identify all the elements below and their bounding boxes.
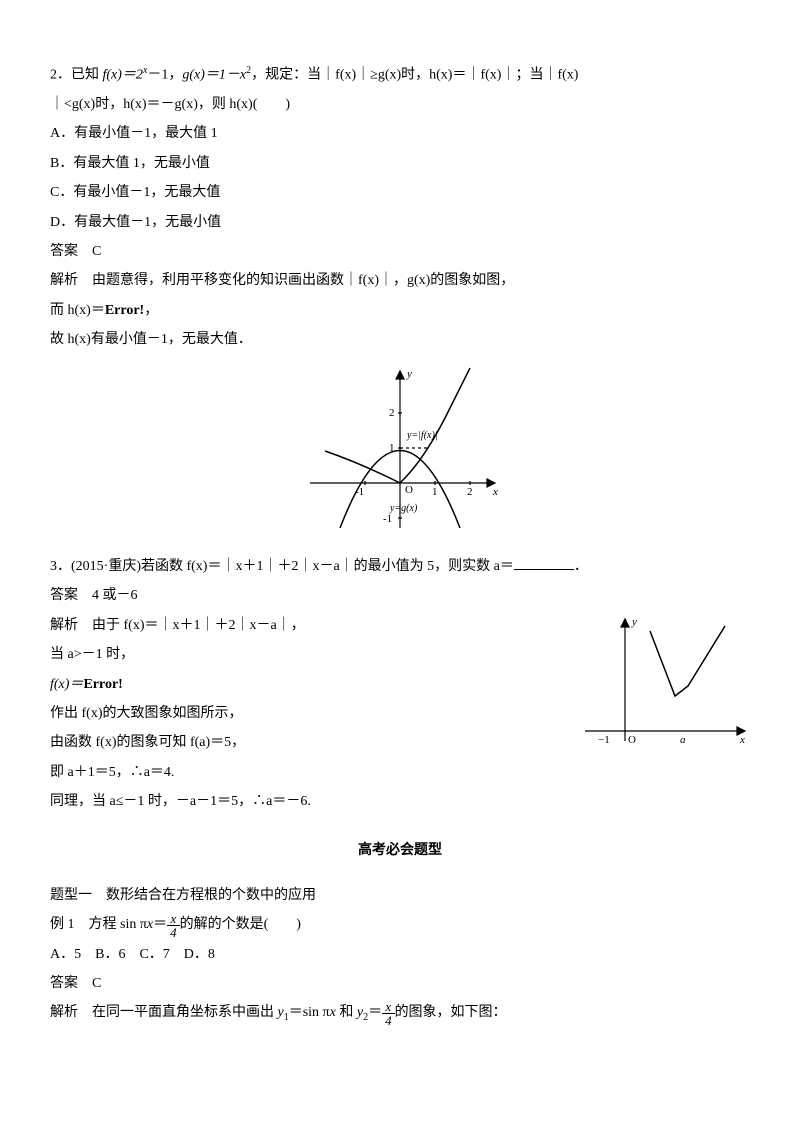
t: ，规定：当｜f(x)｜≥g(x)时，h(x)＝｜f(x)｜；当｜f(x)	[251, 68, 578, 83]
q2-opt-a: A．有最小值－1，最大值 1	[50, 119, 750, 148]
t: ．	[574, 559, 588, 574]
tick: 1	[432, 486, 438, 498]
figure-2: y x O −1 a	[580, 611, 750, 772]
blank-fill	[514, 555, 574, 570]
q3-stem: 3．(2015·重庆)若函数 f(x)＝｜x＋1｜＋2｜x－a｜的最小值为 5，…	[50, 552, 750, 581]
error-text: Error!	[83, 677, 122, 692]
tick: 2	[467, 486, 473, 498]
axis-y-label: y	[631, 616, 637, 628]
origin-label: O	[628, 734, 636, 746]
t: 3．(2015·重庆)若函数 f(x)＝｜x＋1｜＋2｜x－a｜的最小值为 5，…	[50, 559, 514, 574]
q2-answer: 答案 C	[50, 237, 750, 266]
t: 2．已知	[50, 68, 103, 83]
figure-1: y x O 2 1 -1 -1 1 2 y=|f(x)| y=g(x)	[50, 363, 750, 544]
tick: a	[680, 734, 686, 746]
q3-answer: 答案 4 或－6	[50, 581, 750, 610]
q2-opt-b: B．有最大值 1，无最小值	[50, 149, 750, 178]
fraction: x4	[382, 1000, 395, 1027]
error-text: Error!	[105, 303, 144, 318]
q2-explain-3: 故 h(x)有最小值－1，无最大值．	[50, 325, 750, 354]
t: g(x)＝1－x	[182, 68, 246, 83]
curve-label-2: y=g(x)	[389, 503, 418, 514]
t: 例 1 方程 sin π	[50, 917, 147, 932]
fraction: x4	[167, 912, 180, 939]
axis-x-label: x	[739, 734, 745, 746]
t: ＝	[368, 1005, 382, 1020]
tick: -1	[355, 486, 364, 498]
tick: -1	[383, 513, 392, 525]
q2-opt-d: D．有最大值－1，无最小值	[50, 208, 750, 237]
tick: −1	[598, 734, 610, 746]
graph-svg: y x O 2 1 -1 -1 1 2 y=|f(x)| y=g(x)	[295, 363, 505, 533]
origin-label: O	[405, 484, 413, 496]
numerator: x	[382, 1000, 395, 1014]
ex1-explain: 解析 在同一平面直角坐标系中画出 y1＝sin πx 和 y2＝x4的图象，如下…	[50, 998, 750, 1028]
t: ＝sin π	[289, 1005, 330, 1020]
tick: 1	[389, 442, 395, 454]
type1-title: 题型一 数形结合在方程根的个数中的应用	[50, 881, 750, 910]
q2-stem-line2: ｜<g(x)时，h(x)＝－g(x)，则 h(x)( )	[50, 90, 750, 119]
q3-explain-7: 同理，当 a≤－1 时，－a－1＝5，∴a＝－6.	[50, 787, 750, 816]
t: ，	[144, 303, 158, 318]
denominator: 4	[382, 1014, 395, 1027]
q2-stem-line1: 2．已知 f(x)＝2x－1，g(x)＝1－x2，规定：当｜f(x)｜≥g(x)…	[50, 60, 750, 90]
q2-explain-2: 而 h(x)＝Error!，	[50, 296, 750, 325]
axis-y-label: y	[406, 368, 412, 380]
graph-svg-2: y x O −1 a	[580, 611, 750, 761]
q2-opt-c: C．有最小值－1，无最大值	[50, 178, 750, 207]
t: f(x)＝	[50, 677, 83, 692]
ex1-answer: 答案 C	[50, 969, 750, 998]
axis-x-label: x	[492, 486, 498, 498]
t: f(x)＝2	[103, 68, 143, 83]
ex1-stem: 例 1 方程 sin π x＝x4的解的个数是( )	[50, 910, 750, 939]
curve-label-1: y=|f(x)|	[406, 430, 438, 441]
t: －1，	[147, 68, 182, 83]
denominator: 4	[167, 926, 180, 939]
t: 而 h(x)＝	[50, 303, 105, 318]
tick: 2	[389, 407, 395, 419]
numerator: x	[167, 912, 180, 926]
ex1-options: A．5 B．6 C．7 D．8	[50, 940, 750, 969]
t: 的解的个数是( )	[180, 917, 301, 932]
t: ＝	[153, 917, 167, 932]
section-title: 高考必会题型	[50, 836, 750, 865]
t: 和	[336, 1005, 357, 1020]
t: 解析 在同一平面直角坐标系中画出	[50, 1005, 278, 1020]
t: 的图象，如下图：	[395, 1005, 507, 1020]
q2-explain-1: 解析 由题意得，利用平移变化的知识画出函数｜f(x)｜，g(x)的图象如图，	[50, 266, 750, 295]
